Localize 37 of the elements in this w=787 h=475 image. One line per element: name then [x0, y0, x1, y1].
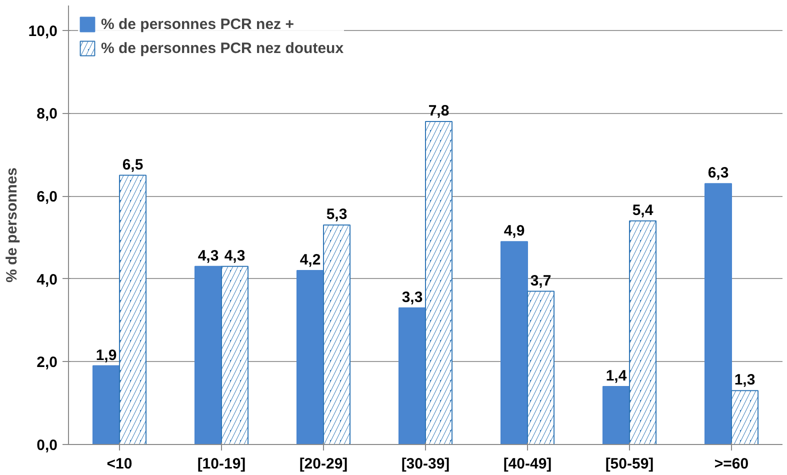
legend-label: % de personnes PCR nez douteux [101, 40, 344, 56]
data-label: 4,3 [224, 247, 246, 264]
data-label: 3,7 [530, 272, 552, 290]
bar [602, 386, 630, 444]
legend-label: % de personnes PCR nez + [101, 16, 294, 32]
data-label: 1,9 [96, 346, 117, 364]
data-label: 4,9 [504, 222, 525, 240]
data-label: 1,3 [734, 372, 756, 389]
data-label: 3,3 [402, 288, 423, 306]
bar [92, 365, 120, 444]
y-tick-label: 8,0 [36, 106, 58, 123]
bar [296, 270, 324, 444]
bar [500, 241, 528, 444]
y-tick-label: 10,0 [28, 22, 58, 40]
x-tick-label: [30-39] [401, 456, 450, 472]
x-tick-label: [10-19] [197, 456, 246, 472]
data-label: 6,5 [122, 156, 144, 174]
x-tick-label: >=60 [714, 456, 749, 472]
y-tick-label: 4,0 [36, 271, 58, 288]
bar [704, 183, 732, 444]
bar [398, 307, 426, 444]
data-label: 5,4 [632, 202, 654, 219]
data-label: 7,8 [428, 102, 450, 120]
x-tick-label: [40-49] [503, 456, 552, 472]
data-label: 4,2 [300, 252, 321, 269]
y-tick-label: 6,0 [36, 188, 58, 206]
y-tick-label: 0,0 [36, 437, 58, 454]
x-tick-label: <10 [106, 456, 132, 472]
y-tick-label: 2,0 [36, 354, 58, 372]
data-label: 4,3 [198, 247, 219, 264]
y-axis-title: % de personnes [3, 167, 20, 283]
x-tick-label: [20-29] [299, 456, 348, 472]
data-label: 5,3 [326, 206, 348, 223]
x-tick-label: [50-59] [605, 456, 654, 472]
data-label: 6,3 [708, 164, 729, 182]
data-label: 1,4 [606, 368, 628, 385]
bar [194, 266, 222, 444]
